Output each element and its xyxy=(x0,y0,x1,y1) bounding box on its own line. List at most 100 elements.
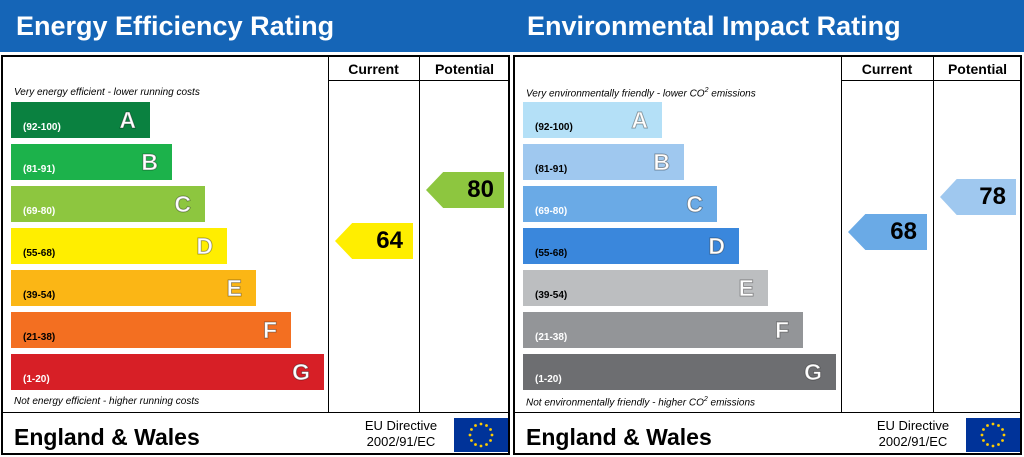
eu-star-icon xyxy=(468,433,472,437)
band-f: (21-38) F xyxy=(11,312,291,348)
band-letter: E xyxy=(738,275,754,302)
top-note: Very energy efficient - lower running co… xyxy=(14,87,200,98)
eu-directive: EU Directive 2002/91/EC xyxy=(361,418,441,450)
eu-star-icon xyxy=(470,439,473,442)
potential-rating-value: 78 xyxy=(979,183,1006,210)
directive-line-2: 2002/91/EC xyxy=(878,434,948,449)
directive-line-1: EU Directive xyxy=(364,418,438,433)
band-b: (81-91) B xyxy=(11,144,172,180)
potential-column-header: Potential xyxy=(434,61,495,77)
current-rating-value: 68 xyxy=(890,218,917,245)
band-range-label: (69-80) xyxy=(23,206,56,217)
eu-star-icon xyxy=(485,443,488,446)
region-title: England & Wales xyxy=(526,424,712,450)
band-letter: G xyxy=(804,359,823,386)
eu-star-icon xyxy=(991,422,995,426)
band-range-label: (81-91) xyxy=(23,164,56,175)
eu-star-icon xyxy=(1001,428,1004,431)
eu-star-icon xyxy=(982,439,985,442)
potential-rating-arrow: 78 xyxy=(940,179,1016,215)
header-divider xyxy=(328,80,510,81)
eu-star-icon xyxy=(470,428,473,431)
band-letter: B xyxy=(141,149,159,176)
directive-line-2: 2002/91/EC xyxy=(366,434,436,449)
eu-star-icon xyxy=(485,424,488,427)
band-letter: G xyxy=(292,359,311,386)
band-range-label: (55-68) xyxy=(23,248,56,259)
band-letter: C xyxy=(686,191,704,218)
band-letter: A xyxy=(119,107,137,134)
band-letter: D xyxy=(708,233,726,260)
energy-efficiency-panel: Energy Efficiency Rating Current Potenti… xyxy=(0,0,512,455)
eu-star-icon xyxy=(1002,433,1006,437)
current-rating-arrow: 64 xyxy=(335,223,413,259)
band-letter: E xyxy=(226,275,242,302)
band-a: (92-100) A xyxy=(523,102,662,138)
band-range-label: (39-54) xyxy=(23,290,56,301)
eu-flag-icon xyxy=(966,418,1020,452)
band-range-label: (55-68) xyxy=(535,248,568,259)
current-column-header: Current xyxy=(348,61,399,77)
potential-column-header: Potential xyxy=(947,61,1008,77)
environmental-impact-panel: Environmental Impact Rating Current Pote… xyxy=(512,0,1024,457)
eu-flag-icon xyxy=(454,418,508,452)
band-b: (81-91) B xyxy=(523,144,684,180)
band-c: (69-80) C xyxy=(523,186,717,222)
eu-star-icon xyxy=(997,424,1000,427)
eu-star-icon xyxy=(474,443,477,446)
band-g: (1-20) G xyxy=(11,354,324,390)
band-range-label: (39-54) xyxy=(535,290,568,301)
environmental-impact-title: Environmental Impact Rating xyxy=(512,0,1024,52)
eu-star-icon xyxy=(997,443,1000,446)
column-divider xyxy=(933,57,934,413)
eu-star-icon xyxy=(474,424,477,427)
band-e: (39-54) E xyxy=(11,270,256,306)
region-title: England & Wales xyxy=(14,424,200,450)
column-divider xyxy=(841,57,842,413)
energy-efficiency-title: Energy Efficiency Rating xyxy=(0,0,512,52)
eu-star-icon xyxy=(489,439,492,442)
band-range-label: (92-100) xyxy=(535,122,573,133)
band-range-label: (21-38) xyxy=(535,332,568,343)
eu-star-icon xyxy=(479,444,483,448)
eu-star-icon xyxy=(991,444,995,448)
potential-rating-arrow: 80 xyxy=(426,172,504,208)
eu-star-icon xyxy=(1001,439,1004,442)
band-d: (55-68) D xyxy=(523,228,739,264)
eu-star-icon xyxy=(479,422,483,426)
top-note: Very environmentally friendly - lower CO… xyxy=(526,87,756,100)
eu-star-icon xyxy=(986,424,989,427)
band-range-label: (81-91) xyxy=(535,164,568,175)
current-column-header: Current xyxy=(861,61,913,77)
band-c: (69-80) C xyxy=(11,186,205,222)
eu-star-icon xyxy=(986,443,989,446)
band-a: (92-100) A xyxy=(11,102,150,138)
bottom-note: Not energy efficient - higher running co… xyxy=(14,396,200,407)
eu-star-icon xyxy=(490,433,494,437)
current-rating-arrow: 68 xyxy=(848,214,927,250)
band-range-label: (92-100) xyxy=(23,122,61,133)
band-letter: B xyxy=(653,149,671,176)
environmental-impact-frame: Current Potential Very environmentally f… xyxy=(513,55,1022,455)
band-range-label: (1-20) xyxy=(535,374,562,385)
column-divider xyxy=(419,57,420,413)
band-letter: F xyxy=(774,317,789,344)
band-letter: F xyxy=(262,317,277,344)
band-range-label: (1-20) xyxy=(23,374,50,385)
column-divider xyxy=(328,57,329,413)
band-letter: C xyxy=(174,191,192,218)
band-letter: A xyxy=(631,107,649,134)
band-g: (1-20) G xyxy=(523,354,836,390)
footer-divider xyxy=(3,412,508,413)
header-divider xyxy=(841,80,1022,81)
band-e: (39-54) E xyxy=(523,270,768,306)
footer-divider xyxy=(515,412,1020,413)
band-range-label: (21-38) xyxy=(23,332,56,343)
eu-star-icon xyxy=(489,428,492,431)
eu-star-icon xyxy=(982,428,985,431)
bottom-note: Not environmentally friendly - higher CO… xyxy=(526,396,756,409)
potential-rating-value: 80 xyxy=(467,176,494,203)
current-rating-value: 64 xyxy=(376,227,403,254)
band-range-label: (69-80) xyxy=(535,206,568,217)
band-f: (21-38) F xyxy=(523,312,803,348)
